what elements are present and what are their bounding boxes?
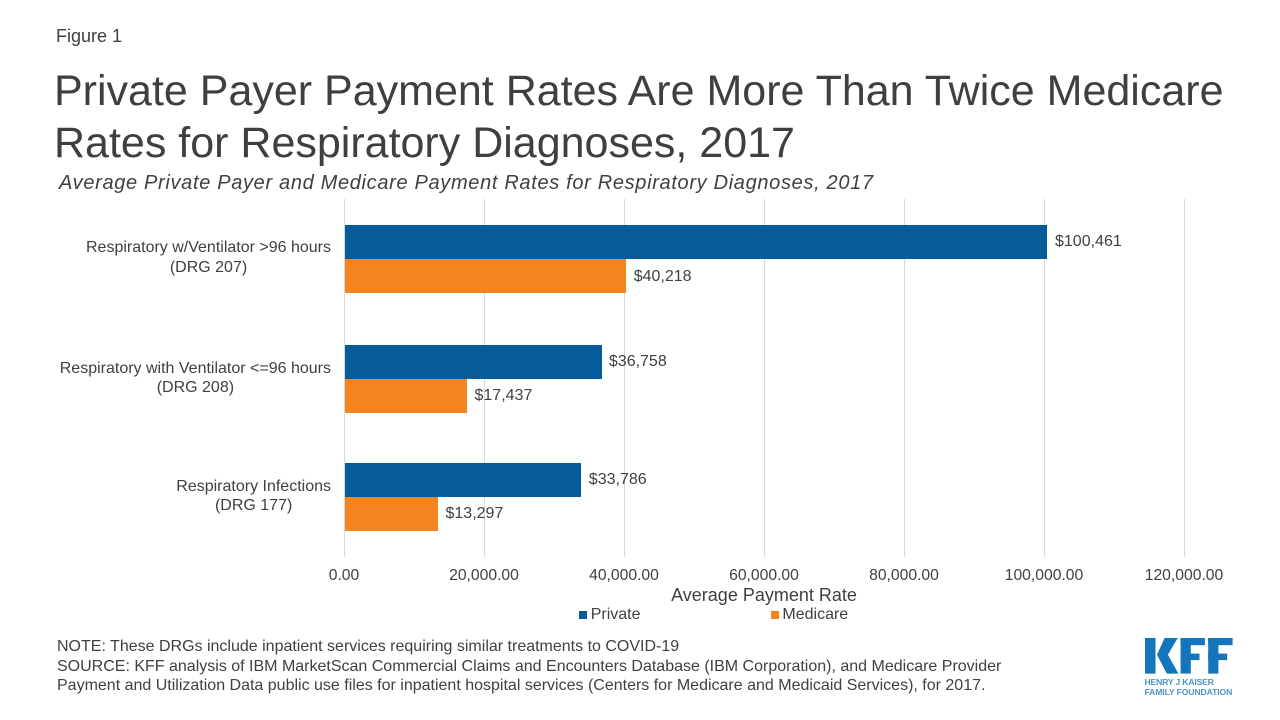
svg-text:HENRY J KAISER: HENRY J KAISER: [1145, 677, 1215, 687]
svg-text:FAMILY FOUNDATION: FAMILY FOUNDATION: [1145, 687, 1232, 696]
